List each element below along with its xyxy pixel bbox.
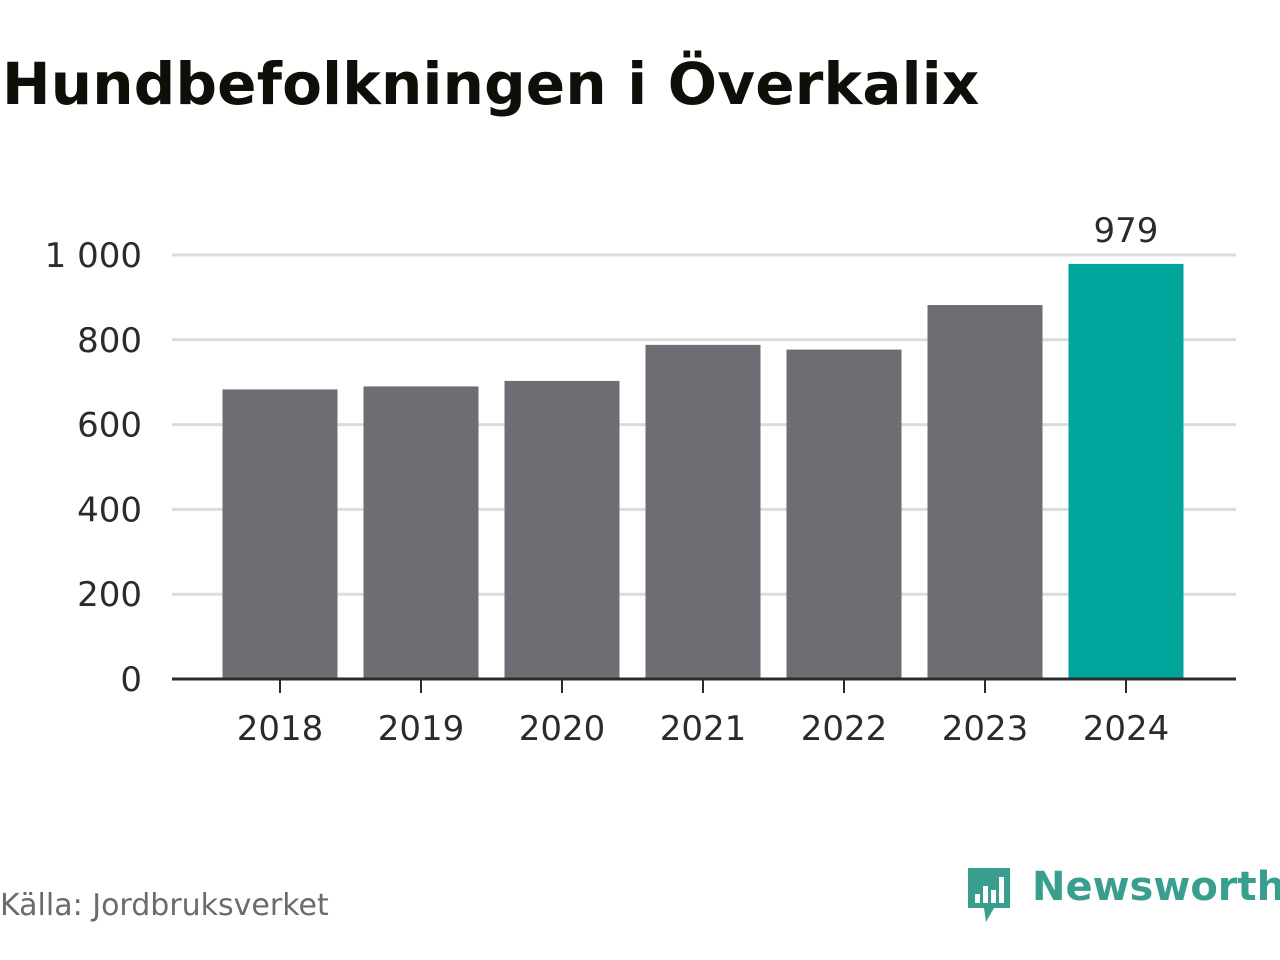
chart-title: Hundbefolkningen i Överkalix <box>2 50 980 118</box>
bar <box>786 349 902 679</box>
y-tick-label: 600 <box>77 406 142 446</box>
bar <box>927 305 1043 679</box>
brand-logo[interactable]: Newsworthy <box>964 864 1280 924</box>
x-tick-label: 2018 <box>237 709 324 749</box>
x-tick-label: 2019 <box>378 709 465 749</box>
bar <box>363 386 479 679</box>
brand-name: Newsworthy <box>1032 864 1280 910</box>
y-tick-label: 0 <box>120 660 142 700</box>
y-tick-label: 400 <box>77 490 142 530</box>
axes <box>172 677 1236 693</box>
newsworthy-logo-icon <box>968 868 1010 922</box>
y-tick-label: 200 <box>77 575 142 615</box>
bar <box>645 344 761 679</box>
data-label: 979 <box>1094 211 1159 251</box>
x-tick-label: 2023 <box>942 709 1029 749</box>
x-tick-label: 2020 <box>519 709 606 749</box>
y-tick-label: 800 <box>77 321 142 361</box>
x-tick-label: 2024 <box>1083 709 1170 749</box>
labels: 0 200 400 600 800 1 000 2018 2019 2020 2021 2022 20… <box>45 211 1170 749</box>
bars <box>222 263 1184 679</box>
source-note: Källa: Jordbruksverket <box>0 888 329 923</box>
bar <box>222 389 338 679</box>
x-tick-label: 2022 <box>801 709 888 749</box>
bar <box>504 380 620 679</box>
y-tick-label: 1 000 <box>45 236 142 276</box>
x-tick-label: 2021 <box>660 709 747 749</box>
bar-highlight <box>1068 263 1184 679</box>
